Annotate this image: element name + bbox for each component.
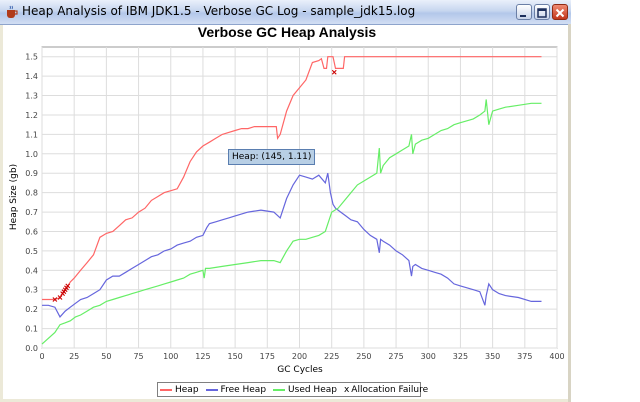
chart-panel: Verbose GC Heap Analysis 0.0 0.1 0.2 0.3 0.4… xyxy=(3,25,568,399)
maximize-icon xyxy=(537,8,547,18)
x-tick-label: 100 xyxy=(163,352,178,361)
series-line-used-heap xyxy=(41,99,542,345)
chart-title: Verbose GC Heap Analysis xyxy=(198,25,377,40)
y-tick-label: 0.9 xyxy=(25,169,38,178)
y-tick-label: 0.4 xyxy=(25,266,38,275)
series-line-heap xyxy=(42,56,542,301)
close-button[interactable] xyxy=(552,4,568,20)
legend-label-free-heap: Free Heap xyxy=(220,384,267,395)
series-line-free-heap xyxy=(42,173,542,318)
legend-swatch-free-heap xyxy=(205,388,218,391)
app-window: Heap Analysis of IBM JDK1.5 - Verbose GC… xyxy=(0,0,571,402)
x-tick-label: 175 xyxy=(260,352,275,361)
x-tick-label: 0 xyxy=(39,352,44,361)
y-tick-label: 0.6 xyxy=(25,227,38,236)
x-tick-label: 300 xyxy=(421,352,436,361)
x-tick-label: 125 xyxy=(195,352,210,361)
y-tick-label: 0.3 xyxy=(25,286,38,295)
x-tick-label: 350 xyxy=(485,352,500,361)
x-tick-label: 275 xyxy=(388,352,403,361)
allocation-failure-markers xyxy=(52,69,337,302)
y-tick-label: 1.5 xyxy=(25,53,38,62)
allocation-failure-marker xyxy=(331,69,337,75)
y-tick-label: 0.8 xyxy=(25,189,38,198)
y-tick-label: 0.7 xyxy=(25,208,38,217)
maximize-button[interactable] xyxy=(534,4,550,20)
legend-item-free-heap: Free Heap xyxy=(205,384,267,395)
legend-swatch-used-heap xyxy=(273,388,286,391)
window-frame-right xyxy=(568,24,571,402)
x-tick-label: 25 xyxy=(69,352,79,361)
y-tick-label: 0.5 xyxy=(25,247,38,256)
x-marker-icon: x xyxy=(343,384,350,395)
y-tick-label: 0.0 xyxy=(25,344,38,353)
window-title: Heap Analysis of IBM JDK1.5 - Verbose GC… xyxy=(22,4,416,18)
y-tick-label: 0.1 xyxy=(25,325,38,334)
x-axis-ticks: 0 25 50 75 100 125 150 175 200 225 250 275 300 325 350… xyxy=(39,352,564,361)
y-axis-label: Heap Size (gb) xyxy=(9,164,19,230)
allocation-failure-marker xyxy=(57,295,63,300)
series-lines xyxy=(41,56,542,345)
title-bar[interactable]: Heap Analysis of IBM JDK1.5 - Verbose GC… xyxy=(0,0,571,25)
y-tick-label: 1.4 xyxy=(25,72,38,81)
legend-label-allocation-failure: Allocation Failure xyxy=(351,384,429,395)
legend-item-heap: Heap xyxy=(160,385,199,395)
x-tick-label: 50 xyxy=(101,352,111,361)
legend-swatch-heap xyxy=(160,388,172,391)
y-tick-label: 1.3 xyxy=(25,92,38,101)
heap-chart: Verbose GC Heap Analysis 0.0 0.1 0.2 0.3 0.4… xyxy=(9,25,565,375)
y-tick-label: 0.2 xyxy=(25,305,38,314)
legend-item-used-heap: Used Heap xyxy=(273,385,337,395)
x-tick-label: 150 xyxy=(227,352,242,361)
close-icon xyxy=(555,8,565,18)
y-tick-label: 1.2 xyxy=(25,111,38,120)
legend-label-heap: Heap xyxy=(175,384,199,395)
y-axis-ticks: 0.0 0.1 0.2 0.3 0.4 0.5 0.6 0.7 0.8 0.9 1.0 1.1 1.2 1… xyxy=(25,53,38,353)
x-tick-label: 375 xyxy=(517,352,532,361)
y-tick-label: 1.1 xyxy=(25,130,38,139)
minimize-icon xyxy=(520,15,526,17)
x-tick-label: 325 xyxy=(453,352,468,361)
x-axis-label: GC Cycles xyxy=(277,365,323,375)
x-tick-label: 200 xyxy=(292,352,307,361)
minimize-button[interactable] xyxy=(516,4,532,20)
data-point-tooltip: Heap: (145, 1.11) xyxy=(228,149,316,165)
x-tick-label: 225 xyxy=(324,352,339,361)
allocation-failure-marker xyxy=(65,283,71,289)
allocation-failure-marker xyxy=(52,297,58,302)
x-tick-label: 400 xyxy=(549,352,564,361)
coffee-cup-icon xyxy=(7,5,18,18)
legend-label-used-heap: Used Heap xyxy=(288,384,337,395)
grid-lines xyxy=(41,47,558,349)
x-tick-label: 75 xyxy=(133,352,143,361)
x-tick-label: 250 xyxy=(356,352,371,361)
legend-item-allocation-failure: x Allocation Failure xyxy=(344,385,428,395)
chart-legend: Heap Free Heap Used Heap x Allocation Fa… xyxy=(157,382,428,397)
y-tick-label: 1.0 xyxy=(25,150,38,159)
